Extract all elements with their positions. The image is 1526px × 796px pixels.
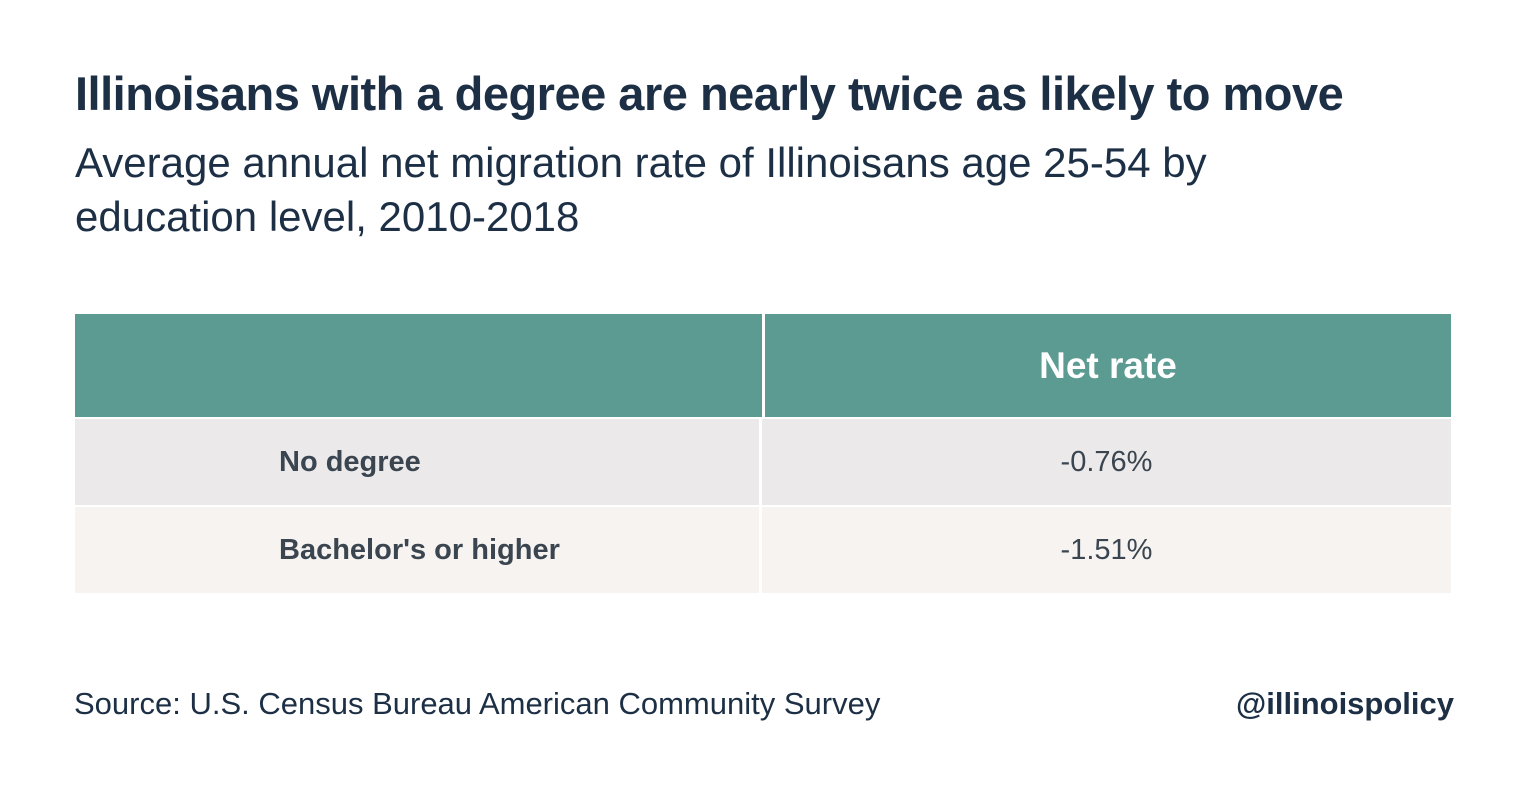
table-row: Bachelor's or higher -1.51% xyxy=(75,505,1451,593)
social-handle: @illinoispolicy xyxy=(1236,686,1454,721)
chart-subtitle: Average annual net migration rate of Ill… xyxy=(75,139,1207,240)
data-table: Net rate No degree -0.76% Bachelor's or … xyxy=(75,314,1451,593)
chart-title: Illinoisans with a degree are nearly twi… xyxy=(75,67,1344,120)
row-label-no-degree: No degree xyxy=(75,419,762,505)
footer: Source: U.S. Census Bureau American Comm… xyxy=(74,686,1454,722)
row-label-bachelors: Bachelor's or higher xyxy=(75,507,762,593)
table-row: No degree -0.76% xyxy=(75,417,1451,505)
row-value-no-degree: -0.76% xyxy=(1060,445,1153,478)
row-value-bachelors: -1.51% xyxy=(1060,533,1153,566)
table-header-row: Net rate xyxy=(75,314,1451,417)
source-note: Source: U.S. Census Bureau American Comm… xyxy=(74,686,881,721)
header-cell-label xyxy=(75,314,765,417)
header-cell-net-rate: Net rate xyxy=(1039,344,1177,386)
